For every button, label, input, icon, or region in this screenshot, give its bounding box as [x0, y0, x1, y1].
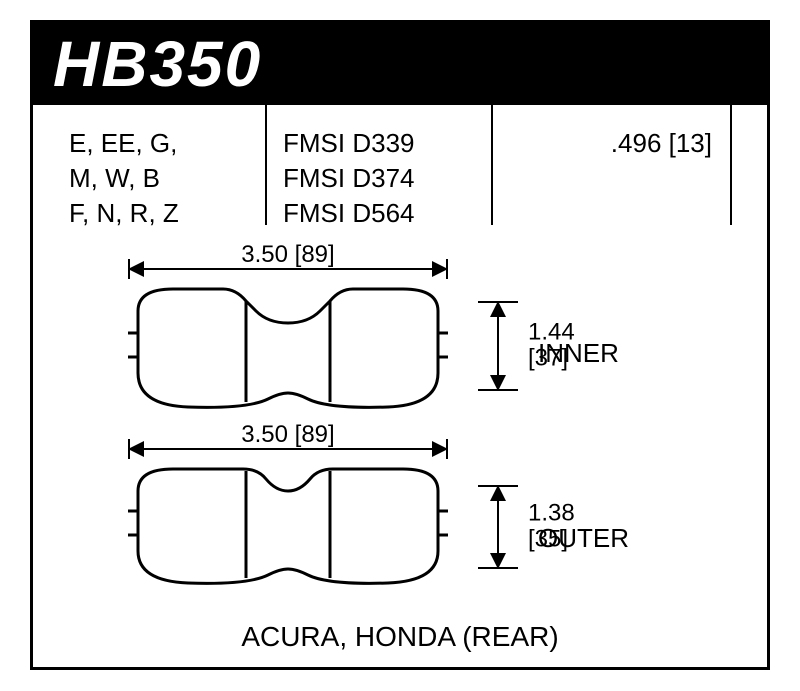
info-row: E, EE, G, M, W, B F, N, R, Z FMSI D339 F…	[33, 118, 767, 228]
fmsi-codes: FMSI D339 FMSI D374 FMSI D564	[283, 126, 483, 231]
inner-side-label: INNER	[538, 338, 619, 369]
spec-frame: HB350 E, EE, G, M, W, B F, N, R, Z FMSI …	[30, 20, 770, 670]
compound-codes: E, EE, G, M, W, B F, N, R, Z	[69, 126, 269, 231]
diagram-area: 3.50 [89]	[33, 233, 767, 617]
fmsi-line: FMSI D374	[283, 161, 483, 196]
fmsi-line: FMSI D564	[283, 196, 483, 231]
code-line: M, W, B	[69, 161, 269, 196]
outer-width-label: 3.50 [89]	[128, 421, 448, 449]
code-line: E, EE, G,	[69, 126, 269, 161]
fmsi-line: FMSI D339	[283, 126, 483, 161]
outer-pad-group: 3.50 [89] 1.38 [35]	[128, 463, 448, 593]
inner-height-dim: 1.44 [37]	[478, 301, 518, 391]
outer-side-label: OUTER	[538, 523, 629, 554]
outer-width-dim: 3.50 [89]	[128, 425, 448, 459]
inner-width-dim: 3.50 [89]	[128, 245, 448, 279]
outer-height-dim: 1.38 [35]	[478, 485, 518, 569]
height-arrow-icon	[478, 301, 518, 391]
thickness-value: .496 [13]	[611, 126, 712, 161]
code-line: F, N, R, Z	[69, 196, 269, 231]
inner-pad-icon	[128, 283, 448, 413]
inner-pad-group: 3.50 [89]	[128, 283, 448, 413]
inner-width-label: 3.50 [89]	[128, 241, 448, 269]
footer-label: ACURA, HONDA (REAR)	[33, 621, 767, 653]
height-arrow-icon	[478, 485, 518, 569]
outer-pad-icon	[128, 463, 448, 593]
title-bar: HB350	[33, 23, 767, 105]
part-number: HB350	[53, 27, 262, 101]
